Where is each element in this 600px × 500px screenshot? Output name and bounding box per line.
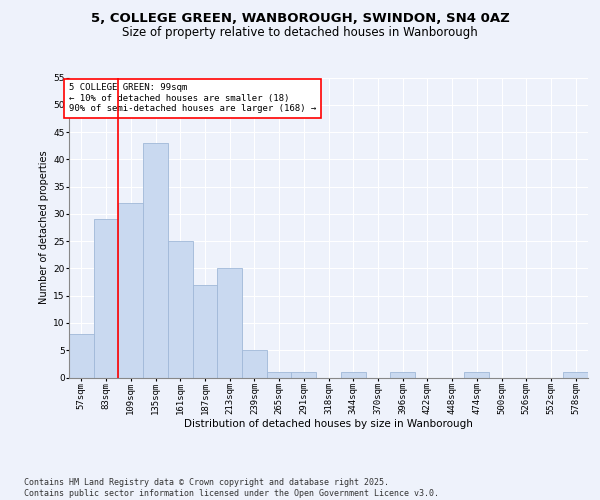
Bar (242, 350, 267, 378)
Bar (292, 372, 316, 378)
Bar (118, 203, 143, 378)
Text: 5 COLLEGE GREEN: 99sqm
← 10% of detached houses are smaller (18)
90% of semi-det: 5 COLLEGE GREEN: 99sqm ← 10% of detached… (69, 84, 316, 114)
Bar (563, 372, 588, 378)
Bar (69, 334, 94, 378)
Bar (341, 372, 365, 378)
Text: Contains HM Land Registry data © Crown copyright and database right 2025.
Contai: Contains HM Land Registry data © Crown c… (24, 478, 439, 498)
Bar (193, 285, 217, 378)
Text: 5, COLLEGE GREEN, WANBOROUGH, SWINDON, SN4 0AZ: 5, COLLEGE GREEN, WANBOROUGH, SWINDON, S… (91, 12, 509, 26)
X-axis label: Distribution of detached houses by size in Wanborough: Distribution of detached houses by size … (184, 420, 473, 430)
Y-axis label: Number of detached properties: Number of detached properties (39, 150, 49, 304)
Bar (217, 268, 242, 378)
Bar (168, 241, 193, 378)
Bar (464, 372, 489, 378)
Text: Size of property relative to detached houses in Wanborough: Size of property relative to detached ho… (122, 26, 478, 39)
Bar (390, 372, 415, 378)
Bar (94, 220, 118, 378)
Bar (267, 372, 292, 378)
Bar (143, 143, 168, 378)
